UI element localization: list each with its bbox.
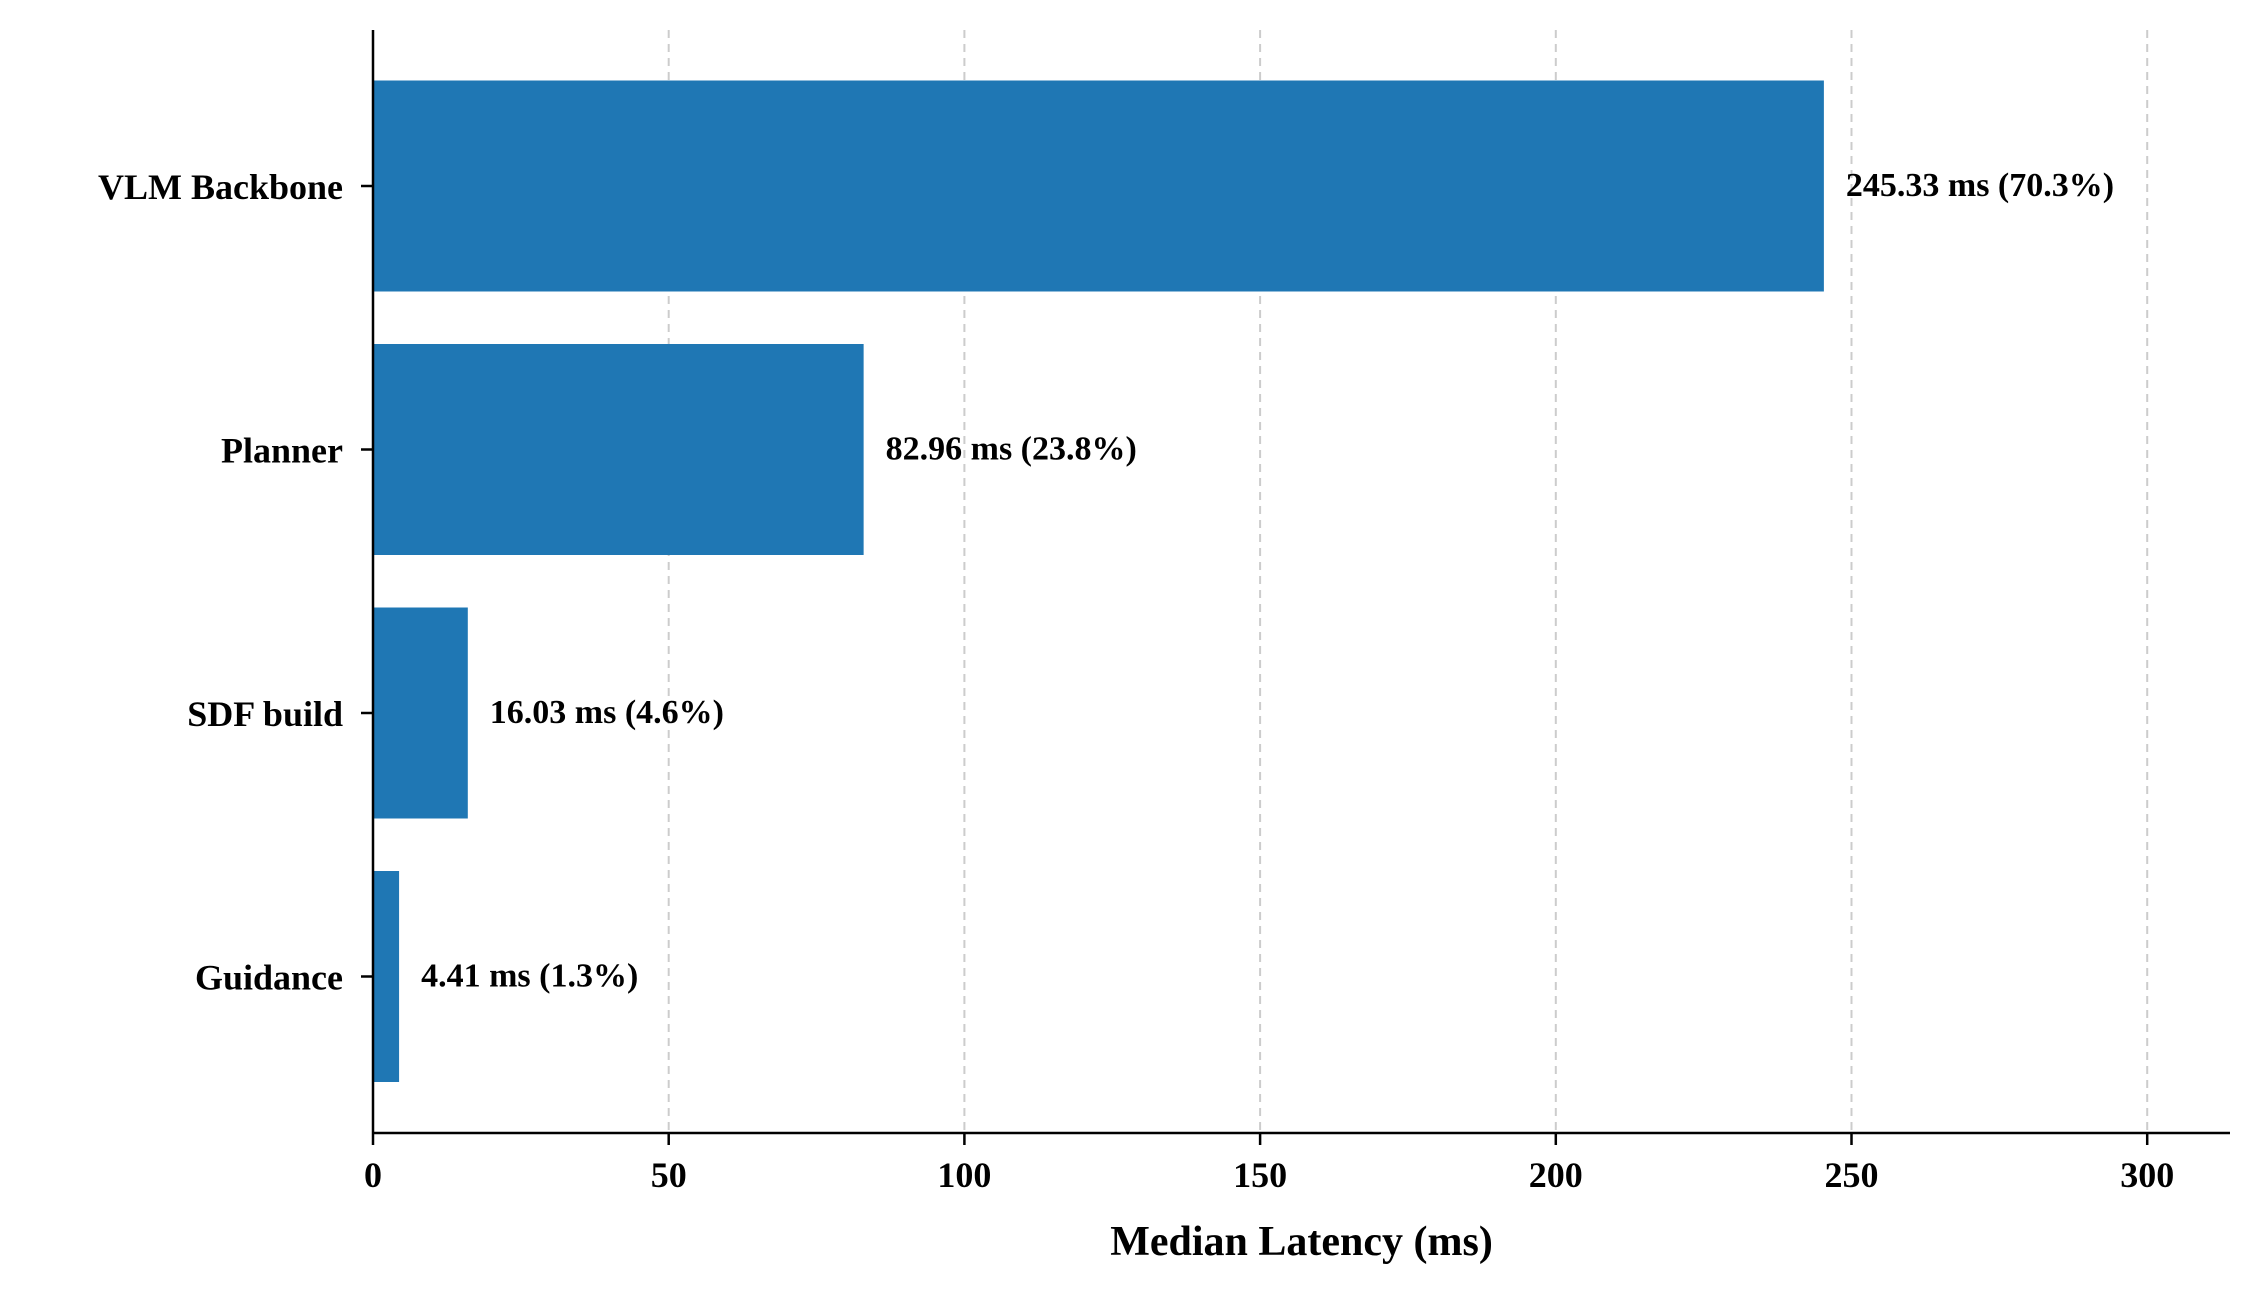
value-label-guidance: 4.41 ms (1.3%): [421, 958, 638, 995]
x-tick-label-100: 100: [937, 1155, 991, 1195]
category-label-planner: Planner: [221, 431, 343, 471]
category-label-vlm-backbone: VLM Backbone: [98, 167, 343, 207]
bars: [373, 80, 1824, 1082]
category-label-sdf-build: SDF build: [187, 694, 343, 734]
value-label-vlm-backbone: 245.33 ms (70.3%): [1846, 167, 2114, 204]
x-tick-label-200: 200: [1529, 1155, 1583, 1195]
labels: VLM Backbone 245.33 ms (70.3%) Planner 82.9…: [98, 167, 2174, 1195]
x-tick-label-300: 300: [2120, 1155, 2174, 1195]
value-label-sdf-build: 16.03 ms (4.6%): [490, 694, 724, 731]
bar-planner: [373, 344, 864, 555]
bar-guidance: [373, 871, 400, 1082]
value-label-planner: 82.96 ms (23.8%): [886, 431, 1137, 468]
axes: [361, 30, 2230, 1145]
category-label-guidance: Guidance: [195, 958, 343, 998]
bar-vlm-backbone: [373, 80, 1824, 292]
x-tick-label-250: 250: [1825, 1155, 1879, 1195]
x-tick-label-0: 0: [364, 1155, 382, 1195]
x-axis-title: Median Latency (ms): [1110, 1219, 1493, 1265]
bar-sdf-build: [373, 607, 468, 819]
x-tick-label-50: 50: [651, 1155, 687, 1195]
x-tick-label-150: 150: [1233, 1155, 1287, 1195]
